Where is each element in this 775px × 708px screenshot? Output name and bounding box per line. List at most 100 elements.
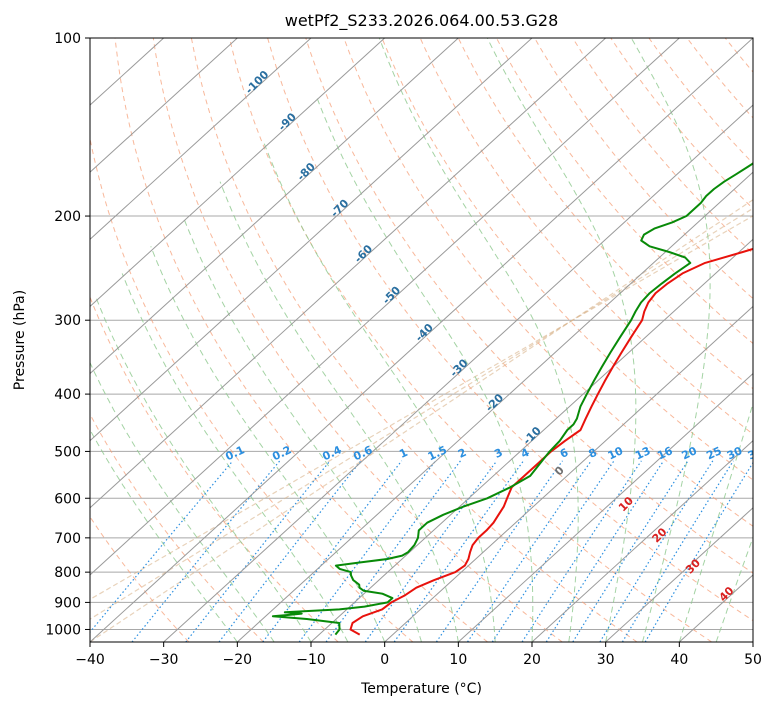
isotherm-line — [384, 305, 753, 642]
dry-adiabat — [152, 38, 563, 642]
lcl-curve — [90, 215, 753, 601]
plot-frame — [89, 37, 754, 643]
dry-adiabat — [114, 38, 488, 642]
lcl-curve — [90, 207, 753, 620]
isotherm-line — [90, 38, 680, 576]
x-tick-label: 50 — [744, 652, 762, 668]
isotherm-grid — [90, 38, 753, 642]
y-tick-label: 1000 — [45, 622, 81, 638]
mixing-ratio-line — [185, 460, 331, 642]
isotherm-line — [531, 439, 753, 642]
moist-adiabat — [715, 536, 753, 642]
mixing-ratio-line — [644, 461, 753, 642]
mixing-ratio-label: 36 — [746, 444, 766, 462]
isotherm-line — [90, 38, 386, 308]
y-tick-label: 400 — [54, 387, 81, 403]
x-axis-label: Temperature (°C) — [360, 681, 482, 697]
moist-adiabat — [630, 38, 711, 642]
mixing-ratio-label: 4 — [519, 446, 532, 461]
dry-adiabats — [90, 38, 753, 642]
mixing-ratio-line — [467, 460, 592, 642]
isotherm-label: -100 — [243, 68, 272, 97]
isotherm-label: -10 — [521, 424, 544, 447]
x-tick-label: 10 — [449, 652, 467, 668]
y-tick-label: 500 — [54, 444, 81, 460]
y-tick-label: 200 — [54, 209, 81, 225]
mixing-ratio-line — [545, 460, 665, 642]
mixing-ratio-label: 30 — [725, 444, 745, 462]
dry-adiabat — [229, 38, 712, 642]
x-tick-label: 0 — [380, 652, 389, 668]
moist-adiabat — [678, 401, 753, 642]
dry-adiabat — [419, 38, 753, 435]
moist-adiabat — [315, 95, 534, 642]
moist-adiabat — [219, 181, 459, 642]
x-tick-label: −30 — [149, 652, 179, 668]
mixing-ratio-label: 25 — [704, 444, 723, 462]
moist-adiabat — [150, 246, 386, 642]
isotherm-line — [90, 38, 459, 375]
isobar-grid — [90, 38, 753, 630]
mixing-ratio-label: 0.1 — [223, 443, 246, 463]
dry-adiabat — [648, 38, 753, 165]
mixing-ratio-line — [599, 460, 714, 642]
y-axis-ticks: 100 200 300 400 500 600 700 800 900 1000 — [45, 31, 90, 638]
isotherm-label: -90 — [276, 110, 299, 133]
chart-title: wetPf2_S233.2026.064.00.53.G28 — [285, 11, 559, 31]
parcel-label: 0 — [552, 464, 567, 479]
dry-adiabat — [190, 38, 638, 642]
moist-adiabat — [121, 273, 349, 642]
isotherm-line — [90, 38, 533, 442]
mixing-ratio-line — [90, 460, 234, 634]
isotherm-line — [236, 171, 753, 642]
mixing-ratio-label: 3 — [492, 446, 504, 461]
y-tick-label: 800 — [54, 565, 81, 581]
mixing-ratio-label: 0.6 — [351, 443, 374, 463]
y-tick-label: 100 — [54, 31, 81, 47]
mixing-ratio-line — [131, 460, 281, 642]
parcel-label: 10 — [616, 494, 636, 514]
dry-adiabat — [381, 38, 753, 481]
profile-lines — [271, 162, 753, 636]
y-tick-label: 900 — [54, 595, 81, 611]
mixing-ratio-lines — [90, 460, 753, 642]
plot-labels: 0.1 0.2 0.4 0.6 1 1.5 2 3 4 6 8 10 13 16 20 25 30 36-100-… — [223, 68, 766, 604]
dry-adiabat — [90, 136, 414, 642]
dry-adiabat — [267, 38, 753, 622]
dry-adiabat — [90, 516, 190, 642]
x-tick-label: 30 — [597, 652, 615, 668]
mixing-ratio-label: 16 — [655, 444, 675, 462]
y-axis-label: Pressure (hPa) — [12, 290, 28, 390]
moist-adiabat — [263, 142, 496, 642]
mixing-ratio-line — [621, 460, 734, 642]
isotherm-line — [457, 372, 753, 642]
dry-adiabat — [724, 38, 753, 73]
mixing-ratio-line — [325, 460, 461, 642]
isotherm-line — [605, 507, 753, 642]
isotherm-line — [90, 38, 238, 173]
dewpoint-line — [271, 162, 753, 636]
moist-adiabat — [95, 297, 312, 642]
mixing-ratio-line — [393, 460, 524, 642]
mixing-ratio-label: 0.4 — [320, 443, 343, 463]
dry-adiabat — [90, 413, 264, 642]
x-axis-ticks: −40 −30 −20 −10 0 10 20 30 40 50 — [75, 642, 762, 668]
isotherm-line — [163, 104, 753, 642]
mixing-ratio-label: 1 — [397, 446, 409, 461]
mixing-ratio-line — [521, 460, 642, 642]
moist-adiabat — [90, 361, 275, 642]
dry-adiabat — [305, 38, 753, 574]
isotherm-line — [752, 641, 753, 642]
dry-adiabat — [610, 38, 753, 210]
isotherm-line — [90, 38, 753, 642]
dry-adiabat — [90, 295, 339, 642]
x-tick-label: −40 — [75, 652, 105, 668]
dry-adiabat — [686, 38, 753, 119]
mixing-ratio-label: 1.5 — [426, 443, 449, 463]
mixing-ratio-line — [435, 460, 563, 642]
x-tick-label: −20 — [223, 652, 253, 668]
mixing-ratio-line — [364, 460, 498, 642]
isotherm-label: -60 — [352, 242, 375, 265]
dry-adiabat — [534, 38, 753, 300]
moist-adiabat — [486, 38, 637, 642]
